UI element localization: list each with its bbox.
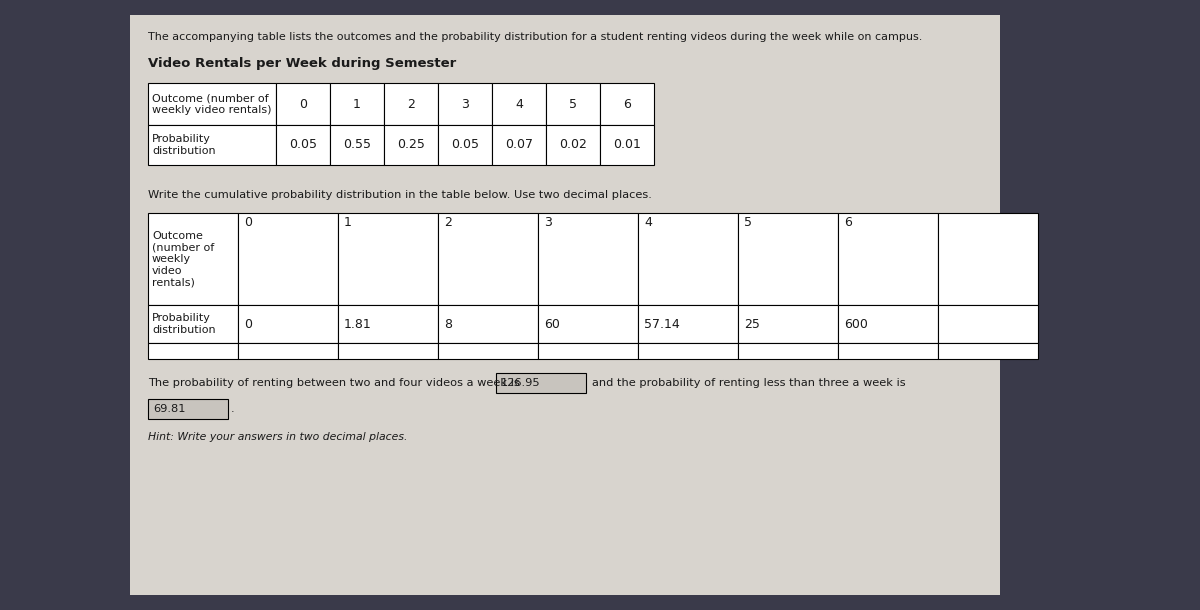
Text: 25: 25 xyxy=(744,317,760,331)
Bar xyxy=(238,305,338,343)
Text: 2: 2 xyxy=(407,98,415,110)
Text: 5: 5 xyxy=(569,98,577,110)
Bar xyxy=(148,343,238,359)
Bar xyxy=(938,343,1038,359)
Bar xyxy=(438,305,538,343)
Bar xyxy=(738,343,838,359)
Text: 6: 6 xyxy=(844,217,852,229)
Text: 0.05: 0.05 xyxy=(289,138,317,151)
Text: 0: 0 xyxy=(299,98,307,110)
Text: Outcome
(number of
weekly
video
rentals): Outcome (number of weekly video rentals) xyxy=(152,231,215,287)
Text: 2: 2 xyxy=(444,217,452,229)
Text: 5: 5 xyxy=(744,217,752,229)
Bar xyxy=(638,305,738,343)
Bar xyxy=(438,343,538,359)
Bar xyxy=(838,213,938,305)
Text: 0.01: 0.01 xyxy=(613,138,641,151)
Bar xyxy=(238,343,338,359)
Bar xyxy=(438,83,492,125)
Bar xyxy=(738,213,838,305)
Bar xyxy=(148,213,238,305)
Bar xyxy=(538,213,638,305)
Bar xyxy=(438,125,492,165)
Text: 1: 1 xyxy=(353,98,361,110)
Text: 126.95: 126.95 xyxy=(502,378,541,388)
Text: 60: 60 xyxy=(544,317,560,331)
Bar xyxy=(638,213,738,305)
Text: 0.05: 0.05 xyxy=(451,138,479,151)
Bar xyxy=(546,83,600,125)
Bar xyxy=(438,213,538,305)
Bar xyxy=(738,305,838,343)
Text: The accompanying table lists the outcomes and the probability distribution for a: The accompanying table lists the outcome… xyxy=(148,32,923,42)
Text: Video Rentals per Week during Semester: Video Rentals per Week during Semester xyxy=(148,57,456,70)
Bar xyxy=(148,83,276,125)
Text: 0.02: 0.02 xyxy=(559,138,587,151)
Text: 4: 4 xyxy=(515,98,523,110)
Text: 3: 3 xyxy=(544,217,552,229)
Text: 0.07: 0.07 xyxy=(505,138,533,151)
Text: and the probability of renting less than three a week is: and the probability of renting less than… xyxy=(592,378,906,388)
Bar xyxy=(538,343,638,359)
Text: Probability
distribution: Probability distribution xyxy=(152,313,216,335)
Bar xyxy=(938,305,1038,343)
Text: 8: 8 xyxy=(444,317,452,331)
Bar xyxy=(148,399,228,419)
Text: Hint: Write your answers in two decimal places.: Hint: Write your answers in two decimal … xyxy=(148,432,408,442)
Text: 57.14: 57.14 xyxy=(644,317,679,331)
Bar xyxy=(600,83,654,125)
Bar xyxy=(538,305,638,343)
Text: 1.81: 1.81 xyxy=(344,317,372,331)
Bar xyxy=(276,83,330,125)
Text: 4: 4 xyxy=(644,217,652,229)
Bar xyxy=(338,305,438,343)
Bar xyxy=(938,213,1038,305)
Text: Outcome (number of
weekly video rentals): Outcome (number of weekly video rentals) xyxy=(152,93,271,115)
Bar xyxy=(330,125,384,165)
Bar xyxy=(276,125,330,165)
Bar xyxy=(148,125,276,165)
Text: 3: 3 xyxy=(461,98,469,110)
Text: Write the cumulative probability distribution in the table below. Use two decima: Write the cumulative probability distrib… xyxy=(148,190,652,200)
Bar xyxy=(546,125,600,165)
Bar xyxy=(492,125,546,165)
Bar xyxy=(838,343,938,359)
Bar xyxy=(338,343,438,359)
Bar xyxy=(338,213,438,305)
Text: .: . xyxy=(230,404,235,414)
Text: 600: 600 xyxy=(844,317,868,331)
Bar xyxy=(496,373,586,393)
Bar xyxy=(492,83,546,125)
Text: 0: 0 xyxy=(244,217,252,229)
Bar xyxy=(238,213,338,305)
Bar xyxy=(838,305,938,343)
Bar xyxy=(638,343,738,359)
Bar xyxy=(600,125,654,165)
Text: 0.55: 0.55 xyxy=(343,138,371,151)
Text: Probability
distribution: Probability distribution xyxy=(152,134,216,156)
Bar xyxy=(148,305,238,343)
Text: 69.81: 69.81 xyxy=(154,404,186,414)
Text: 6: 6 xyxy=(623,98,631,110)
Bar xyxy=(130,15,1000,595)
Bar xyxy=(384,125,438,165)
Bar xyxy=(384,83,438,125)
Text: 1: 1 xyxy=(344,217,352,229)
Text: 0.25: 0.25 xyxy=(397,138,425,151)
Text: 0: 0 xyxy=(244,317,252,331)
Text: The probability of renting between two and four videos a week is: The probability of renting between two a… xyxy=(148,378,520,388)
Bar xyxy=(330,83,384,125)
